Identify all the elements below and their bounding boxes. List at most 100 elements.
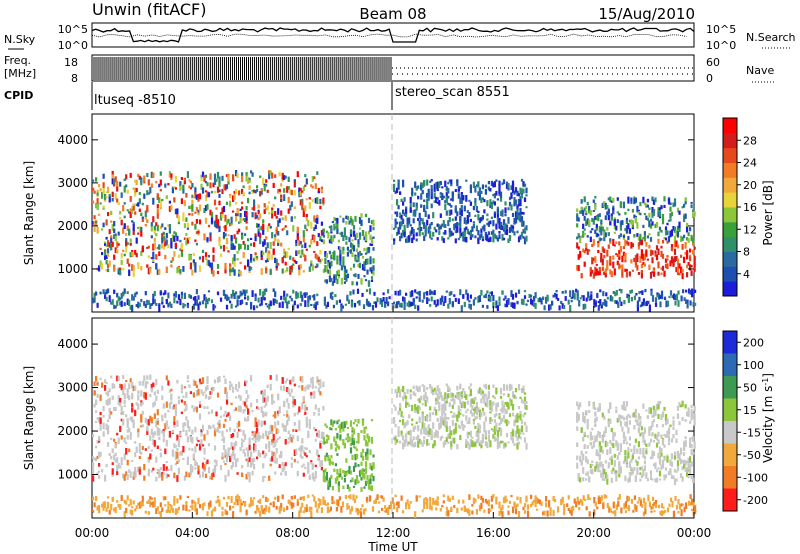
scatter-mark [627, 196, 630, 204]
scatter-mark [262, 295, 265, 300]
scatter-mark [462, 235, 465, 242]
scatter-mark [319, 236, 322, 241]
scatter-mark [420, 428, 423, 435]
scatter-mark [116, 181, 119, 187]
scatter-mark [247, 244, 250, 251]
scatter-mark [385, 297, 388, 304]
scatter-mark [591, 445, 594, 449]
scatter-mark [204, 190, 208, 193]
scatter-mark [250, 255, 253, 258]
scatter-mark [292, 434, 295, 440]
scatter-mark [277, 437, 280, 441]
scatter-mark [204, 302, 208, 309]
scatter-mark [448, 227, 451, 233]
scatter-mark [580, 459, 583, 466]
scatter-mark [218, 426, 221, 429]
scatter-mark [247, 197, 250, 204]
scatter-mark [107, 390, 110, 397]
scatter-mark [619, 246, 622, 253]
scatter-mark [361, 471, 365, 479]
scatter-mark [693, 405, 696, 412]
scatter-mark [284, 251, 287, 259]
scatter-mark [150, 257, 153, 260]
scatter-mark [586, 235, 589, 238]
scatter-mark [693, 268, 696, 272]
scatter-mark [636, 300, 639, 307]
scatter-mark [686, 460, 689, 464]
scatter-mark [141, 202, 144, 206]
scatter-mark [302, 186, 305, 191]
scatter-mark [639, 233, 642, 240]
scatter-mark [631, 243, 634, 247]
scatter-mark [327, 454, 330, 461]
scatter-mark [307, 468, 310, 474]
scatter-mark [272, 204, 275, 207]
scatter-mark [135, 291, 138, 295]
scatter-mark [659, 295, 662, 299]
scatter-mark [469, 430, 472, 438]
scatter-mark [301, 402, 304, 410]
scatter-mark [460, 420, 463, 426]
scatter-mark [667, 199, 671, 203]
scatter-mark [415, 436, 418, 440]
scatter-mark [490, 401, 493, 409]
scatter-mark [194, 406, 197, 411]
scatter-mark [144, 417, 147, 423]
scatter-mark [496, 305, 499, 311]
scatter-mark [681, 206, 684, 209]
scatter-mark [523, 421, 527, 426]
scatter-mark [651, 221, 654, 226]
scatter-mark [689, 464, 692, 469]
scatter-mark [167, 244, 170, 249]
scatter-mark [643, 460, 646, 465]
scatter-mark [105, 196, 108, 199]
scatter-mark [233, 193, 236, 200]
scatter-mark [349, 229, 353, 235]
scatter-mark [412, 436, 415, 441]
scatter-mark [265, 236, 268, 240]
scatter-mark [438, 230, 441, 235]
scatter-mark [652, 440, 656, 443]
scatter-mark [486, 213, 489, 217]
scatter-mark [348, 437, 351, 441]
scatter-mark [469, 400, 472, 408]
scatter-mark [588, 295, 591, 300]
scatter-mark [174, 232, 177, 237]
scatter-mark [690, 204, 693, 209]
scatter-mark [284, 439, 287, 445]
scatter-mark [216, 264, 220, 269]
scatter-mark [236, 209, 239, 214]
scatter-mark [221, 175, 224, 181]
scatter-mark [648, 264, 651, 270]
scatter-mark [143, 375, 146, 382]
scatter-mark [353, 302, 357, 308]
scatter-mark [355, 232, 359, 238]
scatter-mark [192, 252, 195, 256]
scatter-mark [293, 259, 296, 263]
scatter-mark [241, 234, 244, 240]
scatter-mark [254, 417, 257, 424]
scatter-mark [212, 270, 215, 277]
scatter-mark [483, 199, 486, 203]
scatter-mark [227, 218, 230, 224]
scatter-mark [409, 429, 412, 437]
scatter-mark [215, 214, 218, 221]
scatter-mark [349, 232, 353, 237]
scatter-mark [123, 185, 126, 193]
scatter-mark [284, 462, 287, 467]
scatter-mark [173, 197, 176, 203]
scatter-mark [613, 231, 616, 234]
scatter-mark [601, 202, 604, 208]
scatter-mark [216, 392, 220, 398]
scatter-mark [209, 475, 212, 479]
scatter-mark [311, 234, 314, 240]
scatter-mark [589, 463, 592, 469]
scatter-mark [438, 401, 441, 408]
scatter-mark [402, 442, 405, 450]
scatter-mark [334, 294, 337, 298]
scatter-mark [513, 443, 516, 446]
scatter-mark [313, 411, 316, 416]
scatter-mark [582, 223, 585, 229]
scatter-mark [108, 229, 111, 235]
scatter-mark [201, 392, 205, 396]
